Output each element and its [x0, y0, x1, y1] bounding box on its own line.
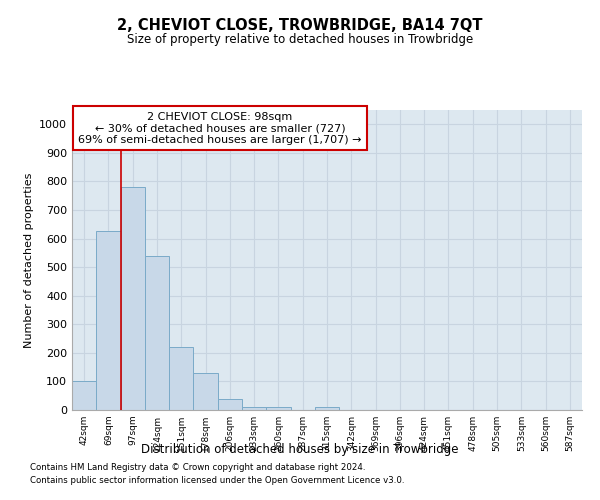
Bar — [96, 232, 121, 410]
Bar — [72, 382, 96, 410]
Text: Contains HM Land Registry data © Crown copyright and database right 2024.: Contains HM Land Registry data © Crown c… — [30, 464, 365, 472]
Bar — [121, 187, 145, 410]
Bar — [169, 347, 193, 410]
Bar — [266, 407, 290, 410]
Bar — [145, 256, 169, 410]
Bar — [242, 406, 266, 410]
Text: Distribution of detached houses by size in Trowbridge: Distribution of detached houses by size … — [141, 442, 459, 456]
Text: Size of property relative to detached houses in Trowbridge: Size of property relative to detached ho… — [127, 32, 473, 46]
Y-axis label: Number of detached properties: Number of detached properties — [23, 172, 34, 348]
Text: Contains public sector information licensed under the Open Government Licence v3: Contains public sector information licen… — [30, 476, 404, 485]
Bar — [218, 399, 242, 410]
Text: 2 CHEVIOT CLOSE: 98sqm
← 30% of detached houses are smaller (727)
69% of semi-de: 2 CHEVIOT CLOSE: 98sqm ← 30% of detached… — [78, 112, 362, 144]
Bar — [193, 373, 218, 410]
Text: 2, CHEVIOT CLOSE, TROWBRIDGE, BA14 7QT: 2, CHEVIOT CLOSE, TROWBRIDGE, BA14 7QT — [117, 18, 483, 32]
Bar — [315, 407, 339, 410]
